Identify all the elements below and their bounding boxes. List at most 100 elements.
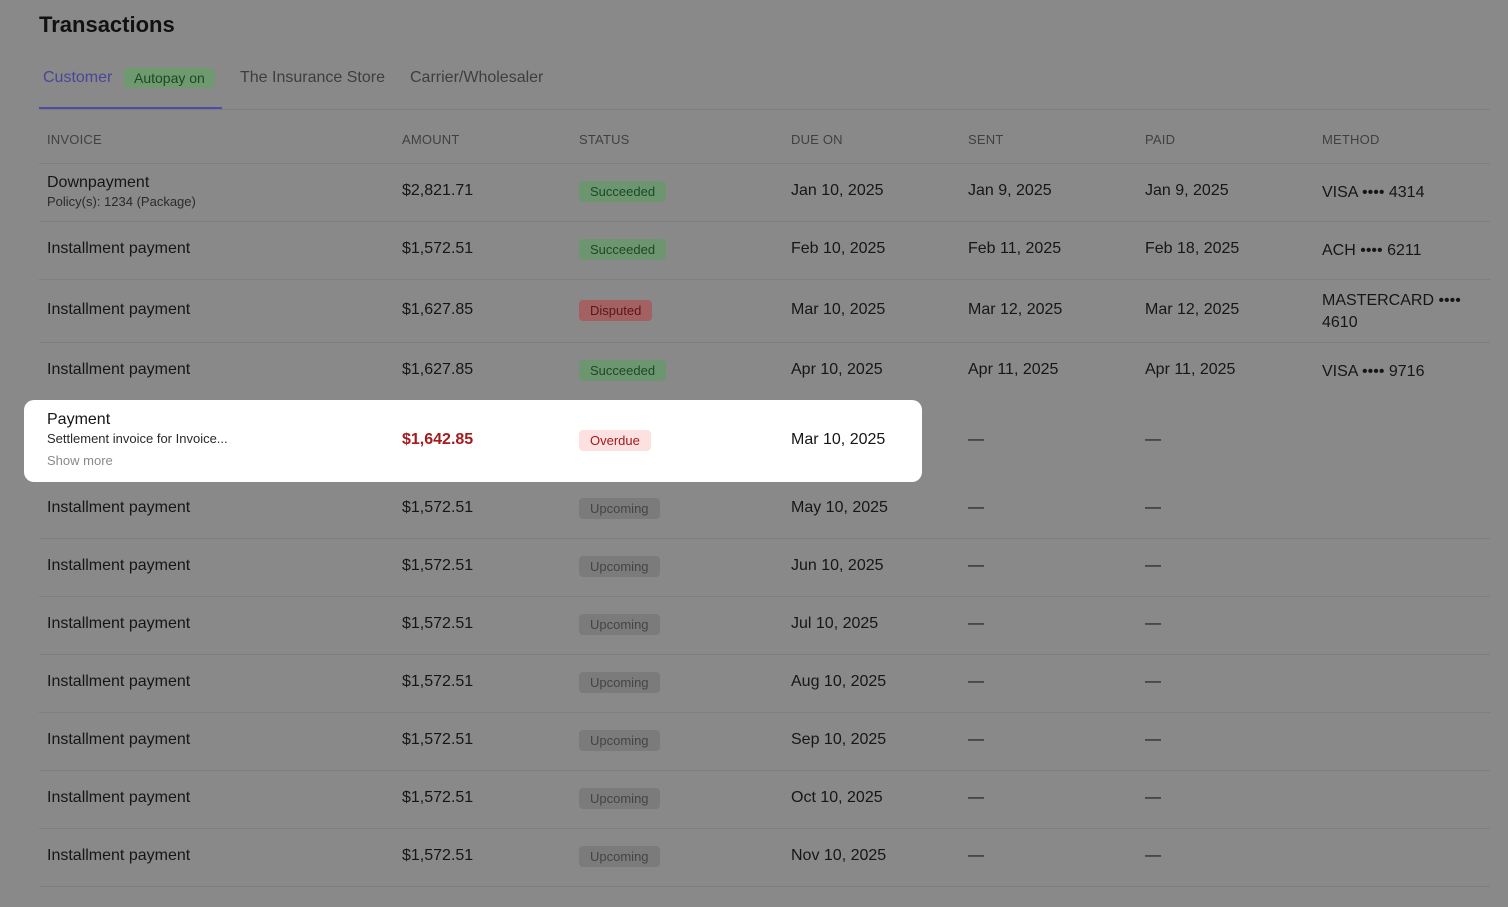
invoice-detail: Policy(s): 1234 (Package)	[47, 194, 196, 209]
tab[interactable]: Carrier/Wholesaler	[410, 69, 544, 86]
sent-cell: Apr 11, 2025	[968, 361, 1059, 378]
row-divider	[39, 654, 1490, 655]
payment-method: MASTERCARD •••• 4610	[1322, 291, 1461, 331]
invoice-name: Payment	[47, 411, 111, 428]
row-divider	[39, 886, 1490, 887]
amount-cell: $1,642.85	[402, 431, 474, 448]
highlighted-row	[24, 400, 922, 482]
tab-divider	[39, 109, 1490, 110]
status-badge: Upcoming	[579, 730, 660, 751]
invoice-name: Installment payment	[47, 731, 191, 748]
due-cell: May 10, 2025	[791, 499, 888, 516]
payment-method: ACH •••• 6211	[1322, 242, 1422, 259]
invoice-detail: Settlement invoice for Invoice...	[47, 431, 228, 446]
sent-cell: Feb 11, 2025	[968, 240, 1062, 257]
status-badge: Overdue	[579, 430, 651, 451]
paid-cell: —	[1145, 499, 1161, 516]
status-badge: Upcoming	[579, 498, 660, 519]
invoice-name: Installment payment	[47, 499, 191, 516]
status-badge: Succeeded	[579, 181, 667, 202]
amount-cell: $1,572.51	[402, 499, 474, 516]
invoice-name: Installment payment	[47, 847, 191, 864]
paid-cell: —	[1145, 673, 1161, 690]
invoice-name: Installment payment	[47, 361, 191, 378]
paid-cell: Mar 12, 2025	[1145, 300, 1240, 318]
due-cell: Apr 10, 2025	[791, 361, 883, 378]
row-divider	[39, 712, 1490, 713]
amount-cell: $1,572.51	[402, 731, 474, 748]
row-divider	[39, 770, 1490, 771]
due-cell: Mar 10, 2025	[791, 431, 886, 448]
sent-cell: —	[968, 789, 984, 806]
column-header: DUE ON	[791, 132, 843, 147]
amount-cell: $1,572.51	[402, 847, 474, 864]
due-cell: Jan 10, 2025	[791, 182, 884, 199]
paid-cell: Feb 18, 2025	[1145, 240, 1240, 257]
status-badge: Upcoming	[579, 614, 660, 635]
amount-cell: $1,627.85	[402, 361, 474, 378]
sent-cell: —	[968, 731, 984, 748]
amount-cell: $1,572.51	[402, 673, 474, 690]
due-cell: Jun 10, 2025	[791, 557, 884, 574]
invoice-name: Installment payment	[47, 615, 191, 632]
status-badge: Upcoming	[579, 672, 660, 693]
show-more-link[interactable]: Show more	[47, 453, 113, 468]
column-header: STATUS	[579, 132, 630, 147]
tab-badge: Autopay on	[124, 68, 215, 88]
header-divider	[39, 163, 1490, 164]
amount-cell: $1,572.51	[402, 789, 474, 806]
paid-cell: —	[1145, 557, 1161, 574]
due-cell: Mar 10, 2025	[791, 300, 886, 318]
invoice-name: Installment payment	[47, 789, 191, 806]
sent-cell: —	[968, 431, 984, 448]
paid-cell: Apr 11, 2025	[1145, 361, 1236, 378]
invoice-name: Installment payment	[47, 240, 191, 257]
page-title: Transactions	[39, 12, 175, 37]
row-divider	[39, 596, 1490, 597]
sent-cell: Jan 9, 2025	[968, 182, 1052, 199]
amount-cell: $1,572.51	[402, 615, 474, 632]
due-cell: Feb 10, 2025	[791, 240, 886, 257]
paid-cell: —	[1145, 431, 1161, 448]
status-badge: Upcoming	[579, 556, 660, 577]
status-badge: Upcoming	[579, 788, 660, 809]
amount-cell: $1,627.85	[402, 300, 474, 318]
due-cell: Jul 10, 2025	[791, 615, 879, 632]
status-badge: Disputed	[579, 299, 653, 321]
row-divider	[39, 221, 1490, 222]
invoice-name: Installment payment	[47, 300, 191, 318]
amount-cell: $2,821.71	[402, 182, 474, 199]
sent-cell: —	[968, 499, 984, 516]
tab[interactable]: Customer	[43, 69, 113, 86]
status-badge: Succeeded	[579, 239, 667, 260]
invoice-name: Downpayment	[47, 174, 150, 191]
paid-cell: —	[1145, 615, 1161, 632]
sent-cell: —	[968, 615, 984, 632]
invoice-name: Installment payment	[47, 557, 191, 574]
active-tab-indicator	[39, 107, 222, 109]
row-divider	[39, 538, 1490, 539]
paid-cell: —	[1145, 731, 1161, 748]
payment-method: VISA •••• 9716	[1322, 363, 1425, 380]
due-cell: Oct 10, 2025	[791, 789, 883, 806]
sent-cell: —	[968, 847, 984, 864]
tab[interactable]: The Insurance Store	[240, 69, 385, 86]
status-badge: Upcoming	[579, 846, 660, 867]
column-header: INVOICE	[47, 132, 102, 147]
amount-cell: $1,572.51	[402, 240, 474, 257]
amount-cell: $1,572.51	[402, 557, 474, 574]
payment-method: VISA •••• 4314	[1322, 184, 1425, 201]
column-header: AMOUNT	[402, 132, 460, 147]
row-divider	[39, 828, 1490, 829]
status-badge: Succeeded	[579, 360, 667, 381]
row-divider	[39, 279, 1490, 280]
sent-cell: —	[968, 673, 984, 690]
column-header: METHOD	[1322, 132, 1380, 147]
due-cell: Sep 10, 2025	[791, 731, 887, 748]
paid-cell: Jan 9, 2025	[1145, 182, 1229, 199]
sent-cell: —	[968, 557, 984, 574]
row-divider	[39, 342, 1490, 343]
due-cell: Aug 10, 2025	[791, 673, 887, 690]
sent-cell: Mar 12, 2025	[968, 300, 1063, 318]
